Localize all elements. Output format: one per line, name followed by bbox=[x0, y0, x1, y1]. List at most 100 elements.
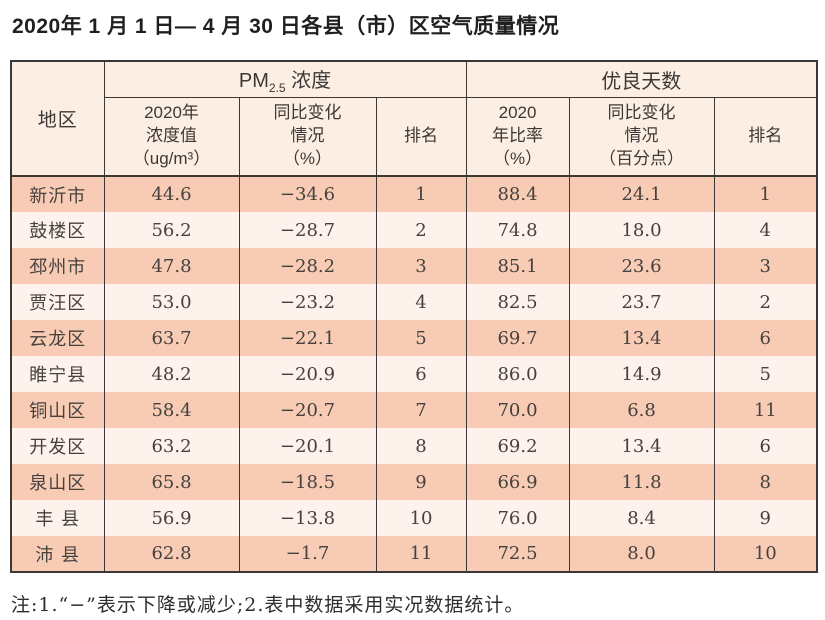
cell-days-change: 8.0 bbox=[568, 536, 715, 572]
cell-region: 开发区 bbox=[10, 428, 105, 464]
header-days-change: 同比变化 情况 （百分点） bbox=[568, 97, 715, 177]
cell-pm-value: 62.8 bbox=[103, 536, 240, 572]
cell-pm-change: −28.2 bbox=[238, 248, 377, 284]
cell-pm-change: −22.1 bbox=[238, 320, 377, 356]
cell-days-change: 23.6 bbox=[568, 248, 715, 284]
header-days-rank: 排名 bbox=[713, 97, 818, 177]
cell-region: 睢宁县 bbox=[10, 356, 105, 392]
cell-pm-rank: 1 bbox=[375, 176, 467, 212]
cell-days-change: 23.7 bbox=[568, 284, 715, 320]
cell-days-change: 14.9 bbox=[568, 356, 715, 392]
table-row: 铜山区 58.4 −20.7 7 70.0 6.8 11 bbox=[10, 392, 818, 428]
cell-days-ratio: 86.0 bbox=[465, 356, 570, 392]
cell-days-ratio: 76.0 bbox=[465, 500, 570, 536]
pm-label-suffix: 浓度 bbox=[285, 69, 332, 92]
cell-pm-change: −20.1 bbox=[238, 428, 377, 464]
cell-days-change: 6.8 bbox=[568, 392, 715, 428]
cell-days-ratio: 69.2 bbox=[465, 428, 570, 464]
cell-pm-value: 48.2 bbox=[103, 356, 240, 392]
pm-label-subscript: 2.5 bbox=[268, 80, 286, 95]
cell-region: 泉山区 bbox=[10, 464, 105, 500]
table-row: 贾汪区 53.0 −23.2 4 82.5 23.7 2 bbox=[10, 284, 818, 320]
cell-region: 云龙区 bbox=[10, 320, 105, 356]
cell-days-change: 13.4 bbox=[568, 320, 715, 356]
cell-days-rank: 4 bbox=[713, 212, 818, 248]
table-row: 睢宁县 48.2 −20.9 6 86.0 14.9 5 bbox=[10, 356, 818, 392]
pm-label-prefix: PM bbox=[238, 69, 269, 92]
cell-pm-rank: 8 bbox=[375, 428, 467, 464]
cell-pm-value: 65.8 bbox=[103, 464, 240, 500]
cell-pm-change: −23.2 bbox=[238, 284, 377, 320]
cell-region: 铜山区 bbox=[10, 392, 105, 428]
header-pm-rank: 排名 bbox=[375, 97, 467, 177]
cell-pm-rank: 9 bbox=[375, 464, 467, 500]
table-row: 新沂市 44.6 −34.6 1 88.4 24.1 1 bbox=[10, 176, 818, 212]
cell-region: 新沂市 bbox=[10, 176, 105, 212]
cell-days-rank: 2 bbox=[713, 284, 818, 320]
cell-pm-change: −13.8 bbox=[238, 500, 377, 536]
cell-pm-value: 63.2 bbox=[103, 428, 240, 464]
table-row: 丰 县 56.9 −13.8 10 76.0 8.4 9 bbox=[10, 500, 818, 536]
cell-days-rank: 11 bbox=[713, 392, 818, 428]
table-row: 邳州市 47.8 −28.2 3 85.1 23.6 3 bbox=[10, 248, 818, 284]
cell-pm-rank: 6 bbox=[375, 356, 467, 392]
cell-days-rank: 6 bbox=[713, 320, 818, 356]
cell-pm-rank: 11 bbox=[375, 536, 467, 572]
cell-pm-rank: 3 bbox=[375, 248, 467, 284]
cell-days-change: 13.4 bbox=[568, 428, 715, 464]
cell-pm-change: −20.7 bbox=[238, 392, 377, 428]
cell-region: 丰 县 bbox=[10, 500, 105, 536]
cell-days-change: 11.8 bbox=[568, 464, 715, 500]
cell-pm-change: −28.7 bbox=[238, 212, 377, 248]
cell-pm-value: 56.2 bbox=[103, 212, 240, 248]
table-row: 沛 县 62.8 −1.7 11 72.5 8.0 10 bbox=[10, 536, 818, 572]
header-group-pm25: PM2.5 浓度 bbox=[103, 61, 467, 98]
header-days-ratio: 2020 年比率 （%） bbox=[465, 97, 570, 177]
cell-pm-value: 44.6 bbox=[103, 176, 240, 212]
cell-region: 鼓楼区 bbox=[10, 212, 105, 248]
table-row: 鼓楼区 56.2 −28.7 2 74.8 18.0 4 bbox=[10, 212, 818, 248]
cell-pm-change: −1.7 bbox=[238, 536, 377, 572]
cell-days-ratio: 69.7 bbox=[465, 320, 570, 356]
cell-days-ratio: 72.5 bbox=[465, 536, 570, 572]
group-header-row: 地区 PM2.5 浓度 优良天数 bbox=[10, 61, 818, 177]
cell-pm-rank: 4 bbox=[375, 284, 467, 320]
table-header: 地区 PM2.5 浓度 优良天数 2020年 浓度值 （ug/m³） 同比变化 … bbox=[10, 61, 818, 177]
cell-pm-change: −18.5 bbox=[238, 464, 377, 500]
cell-days-ratio: 70.0 bbox=[465, 392, 570, 428]
cell-days-ratio: 66.9 bbox=[465, 464, 570, 500]
cell-pm-rank: 7 bbox=[375, 392, 467, 428]
table-row: 云龙区 63.7 −22.1 5 69.7 13.4 6 bbox=[10, 320, 818, 356]
cell-pm-value: 63.7 bbox=[103, 320, 240, 356]
cell-days-change: 18.0 bbox=[568, 212, 715, 248]
table-row: 开发区 63.2 −20.1 8 69.2 13.4 6 bbox=[10, 428, 818, 464]
header-pm-value: 2020年 浓度值 （ug/m³） bbox=[103, 97, 240, 177]
header-group-good-days: 优良天数 bbox=[465, 61, 818, 98]
cell-pm-value: 58.4 bbox=[103, 392, 240, 428]
cell-days-ratio: 82.5 bbox=[465, 284, 570, 320]
cell-days-rank: 9 bbox=[713, 500, 818, 536]
sub-header-row: 2020年 浓度值 （ug/m³） 同比变化 情况 （%） 排名 2020 年比… bbox=[11, 97, 818, 177]
page-title: 2020年 1 月 1 日— 4 月 30 日各县（市）区空气质量情况 bbox=[12, 15, 560, 38]
cell-days-change: 8.4 bbox=[568, 500, 715, 536]
cell-days-ratio: 85.1 bbox=[465, 248, 570, 284]
footnote: 注:1.“−”表示下降或减少;2.表中数据采用实况数据统计。 bbox=[11, 594, 525, 616]
cell-region: 沛 县 bbox=[10, 536, 105, 572]
cell-region: 贾汪区 bbox=[10, 284, 105, 320]
cell-pm-rank: 5 bbox=[375, 320, 467, 356]
cell-days-rank: 8 bbox=[713, 464, 818, 500]
cell-days-rank: 6 bbox=[713, 428, 818, 464]
cell-days-ratio: 74.8 bbox=[465, 212, 570, 248]
cell-pm-value: 53.0 bbox=[103, 284, 240, 320]
cell-days-rank: 1 bbox=[713, 176, 818, 212]
cell-days-change: 24.1 bbox=[568, 176, 715, 212]
cell-pm-rank: 10 bbox=[375, 500, 467, 536]
cell-pm-value: 47.8 bbox=[103, 248, 240, 284]
header-region: 地区 bbox=[10, 61, 105, 177]
cell-days-rank: 3 bbox=[713, 248, 818, 284]
cell-days-rank: 5 bbox=[713, 356, 818, 392]
table-body: 新沂市 44.6 −34.6 1 88.4 24.1 1 鼓楼区 56.2 −2… bbox=[10, 176, 818, 572]
cell-pm-value: 56.9 bbox=[103, 500, 240, 536]
cell-pm-rank: 2 bbox=[375, 212, 467, 248]
